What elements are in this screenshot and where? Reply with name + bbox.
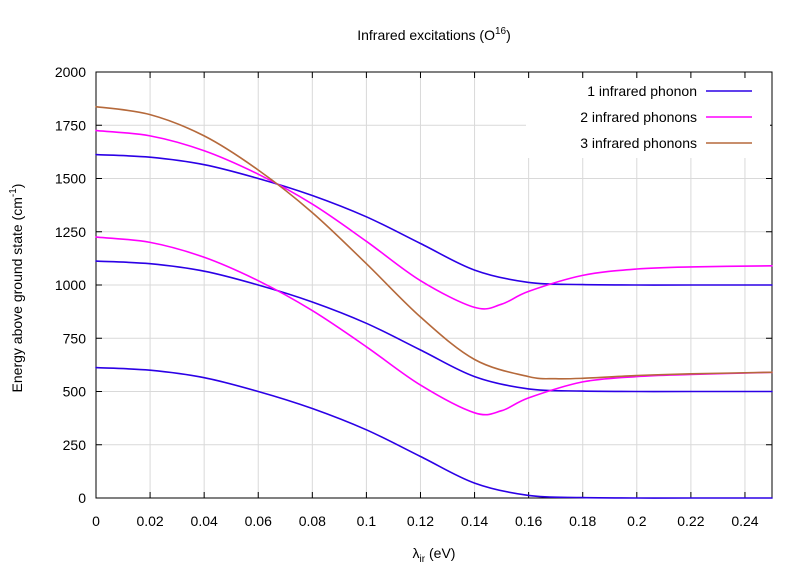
x-tick-label: 0.2 bbox=[627, 513, 647, 529]
x-tick-label: 0 bbox=[92, 513, 100, 529]
legend-label-1-infrared-phonon: 1 infrared phonon bbox=[587, 83, 697, 99]
y-tick-label: 750 bbox=[63, 330, 87, 346]
series-line-1-infrared-phonon-1 bbox=[95, 366, 773, 499]
y-tick-label: 1000 bbox=[55, 277, 86, 293]
x-tick-label: 0.06 bbox=[245, 513, 272, 529]
x-tick-label: 0.08 bbox=[299, 513, 326, 529]
legend: 1 infrared phonon 2 infrared phonons 3 inf… bbox=[526, 78, 770, 158]
y-tick-label: 2000 bbox=[55, 64, 86, 80]
x-tick-label: 0.12 bbox=[407, 513, 434, 529]
x-tick-label: 0.14 bbox=[461, 513, 488, 529]
y-tick-label: 500 bbox=[63, 384, 87, 400]
series-line-1-infrared-phonon-3 bbox=[95, 153, 773, 286]
axis-ticks: 0 0.02 0.04 0.06 0.08 0.1 0.12 0.14 0.16 0.18 0.2 0… bbox=[55, 64, 772, 529]
y-axis-label: Energy above ground state (cm-1) bbox=[8, 184, 25, 393]
y-tick-label: 1250 bbox=[55, 224, 86, 240]
x-axis-label: λir (eV) bbox=[413, 545, 456, 565]
x-tick-label: 0.1 bbox=[357, 513, 377, 529]
series-line-2-infrared-phonons-2 bbox=[95, 129, 773, 310]
series-lines bbox=[95, 105, 773, 499]
x-tick-label: 0.02 bbox=[136, 513, 163, 529]
x-tick-label: 0.24 bbox=[731, 513, 758, 529]
y-tick-label: 1500 bbox=[55, 171, 86, 187]
legend-label-3-infrared-phonons: 3 infrared phonons bbox=[580, 135, 697, 151]
x-tick-label: 0.04 bbox=[191, 513, 218, 529]
legend-label-2-infrared-phonons: 2 infrared phonons bbox=[580, 109, 697, 125]
x-tick-label: 0.16 bbox=[515, 513, 542, 529]
chart-title: Infrared excitations (O16) bbox=[357, 26, 511, 43]
y-tick-label: 250 bbox=[63, 437, 87, 453]
series-line-1-infrared-phonon-2 bbox=[95, 260, 773, 393]
series-line-2-infrared-phonons-1 bbox=[95, 236, 773, 416]
x-tick-label: 0.22 bbox=[677, 513, 704, 529]
series-line-3-infrared-phonons-1 bbox=[95, 105, 773, 380]
x-tick-label: 0.18 bbox=[569, 513, 596, 529]
y-tick-label: 0 bbox=[78, 490, 86, 506]
y-tick-label: 1750 bbox=[55, 117, 86, 133]
